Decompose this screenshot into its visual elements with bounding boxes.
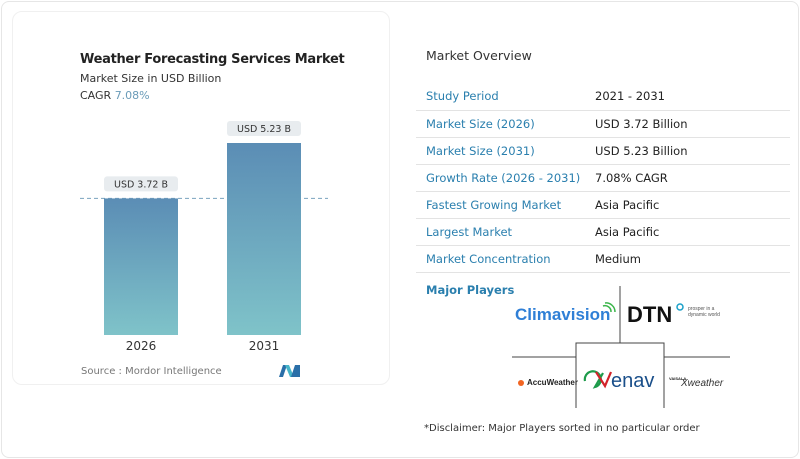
vaisala-logo: VAISALA [669,376,687,381]
overview-row: Market Size (2031) USD 5.23 Billion [416,137,790,165]
chart-subtitle: Market Size in USD Billion [80,72,222,85]
overview-row: Market Concentration Medium [416,245,790,273]
bar-2031 [227,143,301,335]
chart-title: Weather Forecasting Services Market [80,52,345,67]
overview-row: Largest Market Asia Pacific [416,218,790,246]
row-value: Asia Pacific [585,191,790,219]
overview-table: Study Period 2021 - 2031 Market Size (2026… [416,83,790,273]
row-value: Medium [585,245,790,273]
row-label: Largest Market [416,218,585,246]
overview-row: Fastest Growing Market Asia Pacific [416,191,790,219]
row-label: Market Concentration [416,245,585,273]
overview-title: Market Overview [426,48,532,63]
x-tick-label: 2031 [249,339,280,353]
data-label: USD 5.23 B [237,124,291,135]
bar-2026 [104,198,178,335]
overview-row: Study Period 2021 - 2031 [416,83,790,111]
row-value: Asia Pacific [585,218,790,246]
disclaimer: *Disclaimer: Major Players sorted in no … [424,423,700,434]
x-tick-label: 2026 [126,339,157,353]
row-label: Growth Rate (2026 - 2031) [416,164,585,192]
major-players-title: Major Players [426,283,515,297]
cagr-value: 7.08% [114,89,150,102]
row-label: Market Size (2031) [416,137,585,165]
row-value: USD 5.23 Billion [585,137,790,165]
accuweather-logo: AccuWeather [527,378,578,387]
dtn-logo: DTN [627,302,673,327]
row-label: Fastest Growing Market [416,191,585,219]
data-label-bg [227,121,301,136]
data-label: USD 3.72 B [114,179,168,190]
bar-chart: USD 3.72 B 2026 USD 5.23 B 2031 [80,121,328,353]
enav-logo: enav [611,370,655,392]
overview-row: Growth Rate (2026 - 2031) 7.08% CAGR [416,164,790,192]
row-label: Study Period [416,83,585,111]
row-value: 2021 - 2031 [585,83,790,111]
climavision-logo: Climavision [515,305,611,324]
data-label-bg [104,176,178,192]
row-value: USD 3.72 Billion [585,110,790,138]
row-value: 7.08% CAGR [585,164,790,192]
row-label: Market Size (2026) [416,110,585,138]
source-text: Source : Mordor Intelligence [81,366,222,377]
cagr-label: CAGR [80,89,112,102]
cagr: CAGR 7.08% [80,89,150,102]
xweather-logo: Xweather [681,378,724,389]
dtn-tagline: prosper in a dynamic world [688,306,720,318]
overview-row: Market Size (2026) USD 3.72 Billion [416,110,790,138]
